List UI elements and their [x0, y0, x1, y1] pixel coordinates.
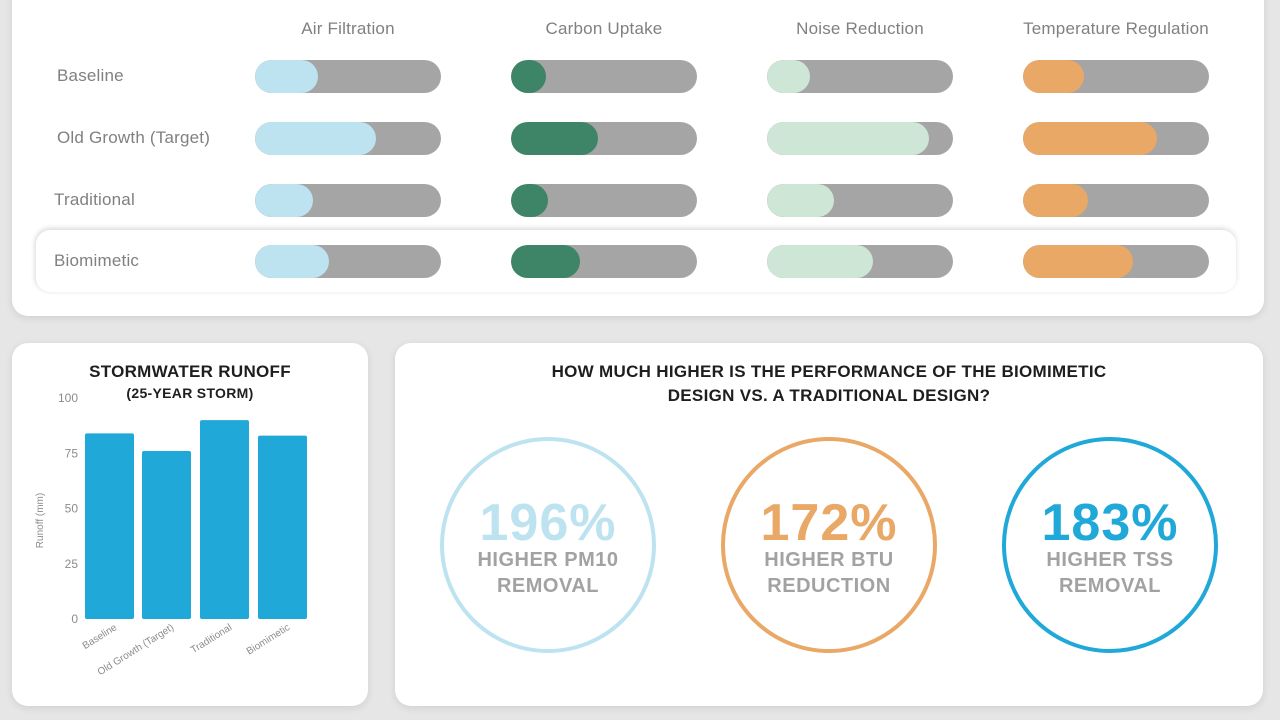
level-bar [767, 245, 953, 278]
y-tick-label: 50 [65, 502, 79, 516]
stat-description-line1: HIGHER TSS [1046, 549, 1174, 571]
level-bar-fill [511, 60, 547, 93]
stat-description-line1: HIGHER BTU [764, 549, 894, 571]
stat-circle [440, 437, 656, 653]
stat-description-line2: REDUCTION [767, 575, 891, 597]
runoff-title: STORMWATER RUNOFF [89, 362, 291, 381]
level-bar-fill [767, 60, 810, 93]
comparison-question-line1: HOW MUCH HIGHER IS THE PERFORMANCE OF TH… [551, 362, 1107, 381]
level-bar-fill [1023, 122, 1157, 155]
column-header: Air Filtration [301, 19, 395, 38]
row-label: Baseline [57, 66, 124, 85]
level-bar [511, 184, 697, 217]
level-bar-fill [511, 122, 599, 155]
level-bar-fill [511, 245, 580, 278]
stat-circle [721, 437, 937, 653]
stat-description-line1: HIGHER PM10 [477, 549, 619, 571]
level-bar [255, 122, 441, 155]
level-bar [1023, 122, 1209, 155]
level-bar [1023, 245, 1209, 278]
y-axis-label: Runoff (mm) [35, 493, 46, 548]
runoff-bar [85, 433, 134, 619]
level-bar [255, 184, 441, 217]
level-bar [255, 60, 441, 93]
level-bar-fill [1023, 245, 1133, 278]
level-bar-fill [767, 245, 874, 278]
stat-value: 183% [1041, 494, 1179, 552]
column-header: Noise Reduction [796, 19, 924, 38]
level-bar [767, 122, 953, 155]
level-bar-fill [255, 122, 376, 155]
level-bar-fill [1023, 184, 1089, 217]
level-bar [1023, 60, 1209, 93]
x-tick-label: Baseline [81, 622, 120, 652]
level-bar [511, 245, 697, 278]
y-tick-label: 75 [65, 446, 79, 460]
x-tick-label: Biomimetic [245, 622, 292, 657]
runoff-bar [142, 451, 191, 619]
level-bar [255, 245, 441, 278]
stat-circle [1002, 437, 1218, 653]
runoff-subtitle: (25-YEAR STORM) [126, 385, 254, 401]
level-bar-fill [767, 184, 834, 217]
runoff-bar [200, 420, 249, 619]
level-bar [511, 122, 697, 155]
level-bar [511, 60, 697, 93]
stat-description-line2: REMOVAL [1058, 575, 1161, 597]
y-tick-label: 25 [65, 557, 79, 571]
row-label: Old Growth (Target) [57, 128, 211, 147]
runoff-bar [258, 435, 307, 619]
stat-description-line2: REMOVAL [496, 575, 599, 597]
y-tick-label: 0 [71, 612, 78, 626]
level-bar-fill [767, 122, 929, 155]
y-tick-label: 100 [58, 391, 78, 405]
level-bar-fill [511, 184, 549, 217]
x-tick-label: Traditional [189, 622, 234, 656]
level-bar [767, 60, 953, 93]
column-header: Temperature Regulation [1023, 19, 1209, 38]
stat-value: 196% [479, 494, 617, 552]
level-bar [767, 184, 953, 217]
level-bar-fill [1023, 60, 1085, 93]
level-bar [1023, 184, 1209, 217]
row-label: Biomimetic [54, 251, 140, 270]
level-bar-fill [255, 60, 319, 93]
level-bar-fill [255, 184, 313, 217]
column-header: Carbon Uptake [545, 19, 663, 38]
row-label: Traditional [54, 190, 135, 209]
stat-value: 172% [760, 494, 898, 552]
comparison-question-line2: DESIGN VS. A TRADITIONAL DESIGN? [667, 386, 991, 405]
level-bar-fill [255, 245, 330, 278]
